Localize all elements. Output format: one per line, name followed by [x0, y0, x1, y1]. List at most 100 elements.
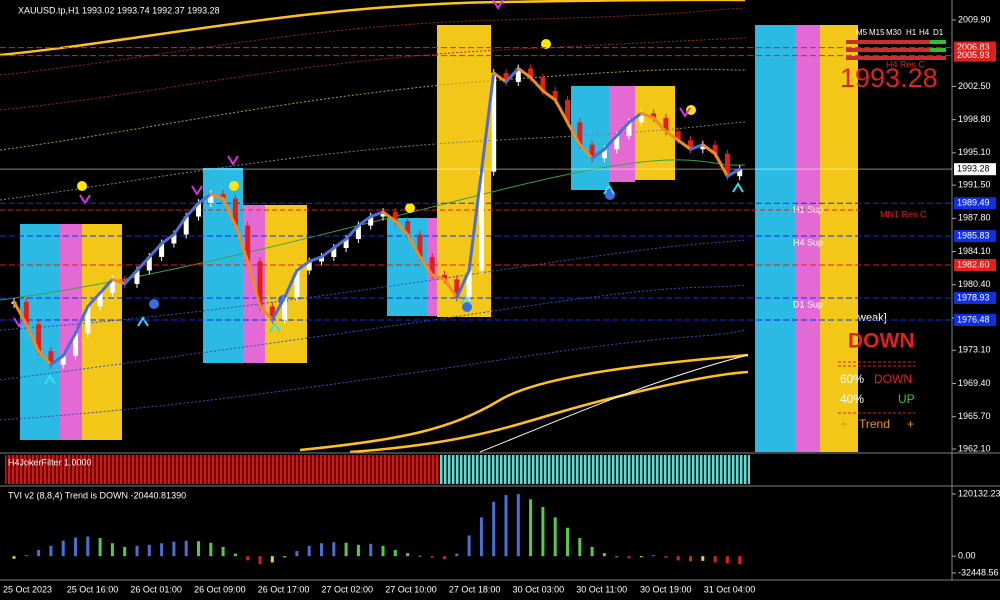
candle — [442, 274, 447, 280]
level-name: H4 Sup — [793, 237, 823, 247]
tvi-bar — [553, 517, 557, 557]
trend-line — [479, 71, 496, 174]
candle — [515, 68, 521, 82]
trend-line — [689, 143, 705, 151]
level-tag — [954, 163, 996, 176]
trend-line — [369, 210, 385, 219]
candle — [257, 261, 263, 307]
trend-line — [86, 291, 102, 308]
trend-line — [258, 304, 274, 322]
tvi-bar — [135, 545, 139, 557]
level-tag — [954, 259, 996, 272]
time-label: 25 Oct 16:00 — [67, 584, 119, 594]
level-tag-label: 1989.49 — [957, 198, 990, 208]
trend-line — [147, 242, 164, 259]
tvi-bar — [221, 546, 225, 557]
y-tick-label: 1998.80 — [958, 114, 991, 124]
timeframe: D1 — [933, 28, 944, 37]
y-tick-label: 1969.40 — [958, 378, 991, 388]
tvi-bar — [307, 545, 311, 557]
level-tag — [954, 230, 996, 243]
tvi-bar — [332, 542, 336, 557]
trend-line — [652, 116, 668, 133]
candle — [355, 225, 361, 240]
candle — [405, 221, 411, 235]
tvi-bar — [701, 556, 705, 561]
level-tag-label: 1985.83 — [957, 230, 990, 240]
trend-line — [381, 210, 397, 223]
timeframe: H1 — [906, 28, 917, 37]
y-tick-label: 1991.50 — [958, 180, 991, 190]
trend-line — [295, 259, 311, 272]
time-label: 30 Oct 11:00 — [576, 584, 627, 594]
candle — [97, 292, 103, 307]
candle — [208, 194, 214, 204]
tvi-bar — [713, 556, 717, 563]
trend-line — [516, 66, 533, 79]
tvi-bar — [98, 538, 102, 557]
tvi-bar — [172, 541, 176, 557]
tvi-bar — [689, 556, 692, 562]
trend-line — [492, 71, 508, 84]
candle — [688, 140, 693, 150]
tvi-bar — [430, 556, 434, 558]
candle — [122, 279, 128, 284]
candle — [466, 270, 472, 298]
time-label: 30 Oct 03:00 — [513, 584, 565, 594]
trend-line — [307, 255, 323, 263]
trend-line — [270, 295, 287, 322]
candle — [392, 212, 398, 222]
down-word: DOWN — [874, 372, 912, 386]
level-tag — [954, 197, 996, 210]
tvi-bar — [258, 556, 262, 564]
tvi-bar — [504, 495, 508, 557]
trend-line — [356, 215, 373, 228]
trend-line — [110, 277, 127, 286]
time-label: 27 Oct 02:00 — [322, 584, 374, 594]
candle — [48, 351, 54, 365]
trend-line — [701, 143, 717, 156]
y-tick-label: 1962.10 — [958, 443, 991, 453]
candle — [454, 279, 460, 298]
filter-title: H4JokerFilter 1.0000 — [8, 457, 92, 467]
trend-line — [406, 233, 422, 259]
tvi-bar — [443, 556, 446, 560]
level-tag-label: 2006.83 — [957, 42, 990, 52]
candle — [196, 203, 201, 217]
trend-plus: + — [907, 417, 914, 431]
candle — [737, 169, 743, 177]
trend-line — [246, 259, 262, 308]
tvi-bar — [61, 540, 65, 557]
time-label: 31 Oct 04:00 — [704, 584, 756, 594]
trend-line — [418, 255, 434, 277]
time-label: 26 Oct 17:00 — [258, 584, 310, 594]
trend-line — [541, 89, 557, 102]
timeframe: M15 — [869, 28, 885, 37]
y-tick-label: 1984.10 — [958, 246, 991, 256]
candle — [146, 256, 152, 271]
trend-line — [61, 331, 77, 358]
trend-line — [49, 354, 65, 367]
tvi-bar — [479, 517, 483, 557]
trend-line — [393, 219, 410, 237]
level-tag — [954, 49, 996, 62]
level-tag-label: 2005.93 — [957, 50, 990, 60]
candle — [319, 256, 324, 262]
candle — [171, 234, 177, 244]
tvi-bar — [160, 543, 164, 557]
time-label: 27 Oct 18:00 — [449, 584, 501, 594]
trend-line — [197, 192, 213, 205]
candle — [478, 171, 484, 271]
tvi-bar — [492, 501, 496, 557]
trend-line — [713, 152, 729, 178]
y-tick-label: 0.00 — [958, 551, 976, 561]
candle — [23, 301, 29, 325]
candle — [380, 212, 386, 217]
trend-line — [676, 138, 692, 151]
trend-plus: + — [840, 417, 847, 431]
tvi-bar — [356, 544, 360, 557]
up-pct: 40% — [840, 392, 864, 406]
trend-line — [566, 120, 582, 147]
candle — [540, 77, 546, 91]
tvi-bar — [566, 527, 569, 557]
